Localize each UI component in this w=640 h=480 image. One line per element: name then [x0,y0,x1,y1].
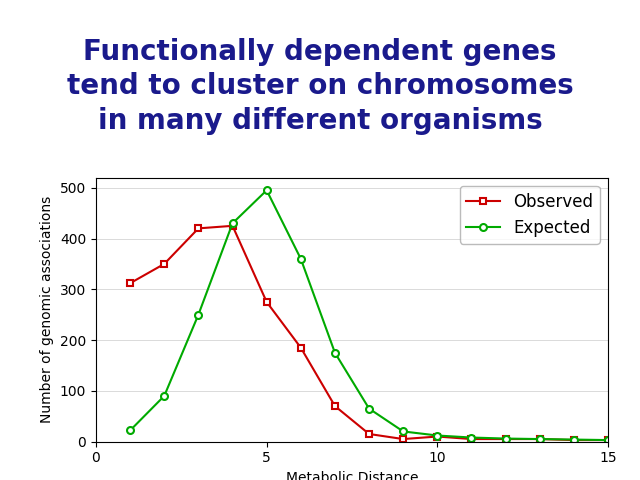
Observed [433,433,441,439]
Expected [195,312,202,318]
Expected [536,436,543,442]
Observed [399,436,407,442]
Expected [126,428,134,433]
Observed [228,223,236,228]
Observed [502,436,509,442]
Expected [604,437,612,443]
Text: Functionally dependent genes
tend to cluster on chromosomes
in many different or: Functionally dependent genes tend to clu… [67,38,573,135]
Observed [161,261,168,267]
Legend: Observed, Expected: Observed, Expected [460,186,600,244]
Observed [297,345,305,350]
Observed [570,437,578,443]
Line: Expected: Expected [127,187,611,444]
Expected [433,432,441,438]
Observed [604,437,612,443]
Expected [365,406,373,411]
X-axis label: Metabolic Distance: Metabolic Distance [285,471,419,480]
Observed [536,436,543,442]
Line: Observed: Observed [127,222,611,444]
Expected [263,187,271,193]
Expected [399,429,407,434]
Expected [570,437,578,443]
Observed [263,299,271,305]
Observed [365,431,373,437]
Observed [331,403,339,409]
Observed [468,436,476,442]
Expected [161,393,168,399]
Observed [126,280,134,286]
Expected [228,220,236,226]
Expected [297,256,305,262]
Expected [502,436,509,442]
Expected [468,435,476,441]
Observed [195,226,202,231]
Expected [331,350,339,356]
Y-axis label: Number of genomic associations: Number of genomic associations [40,196,54,423]
